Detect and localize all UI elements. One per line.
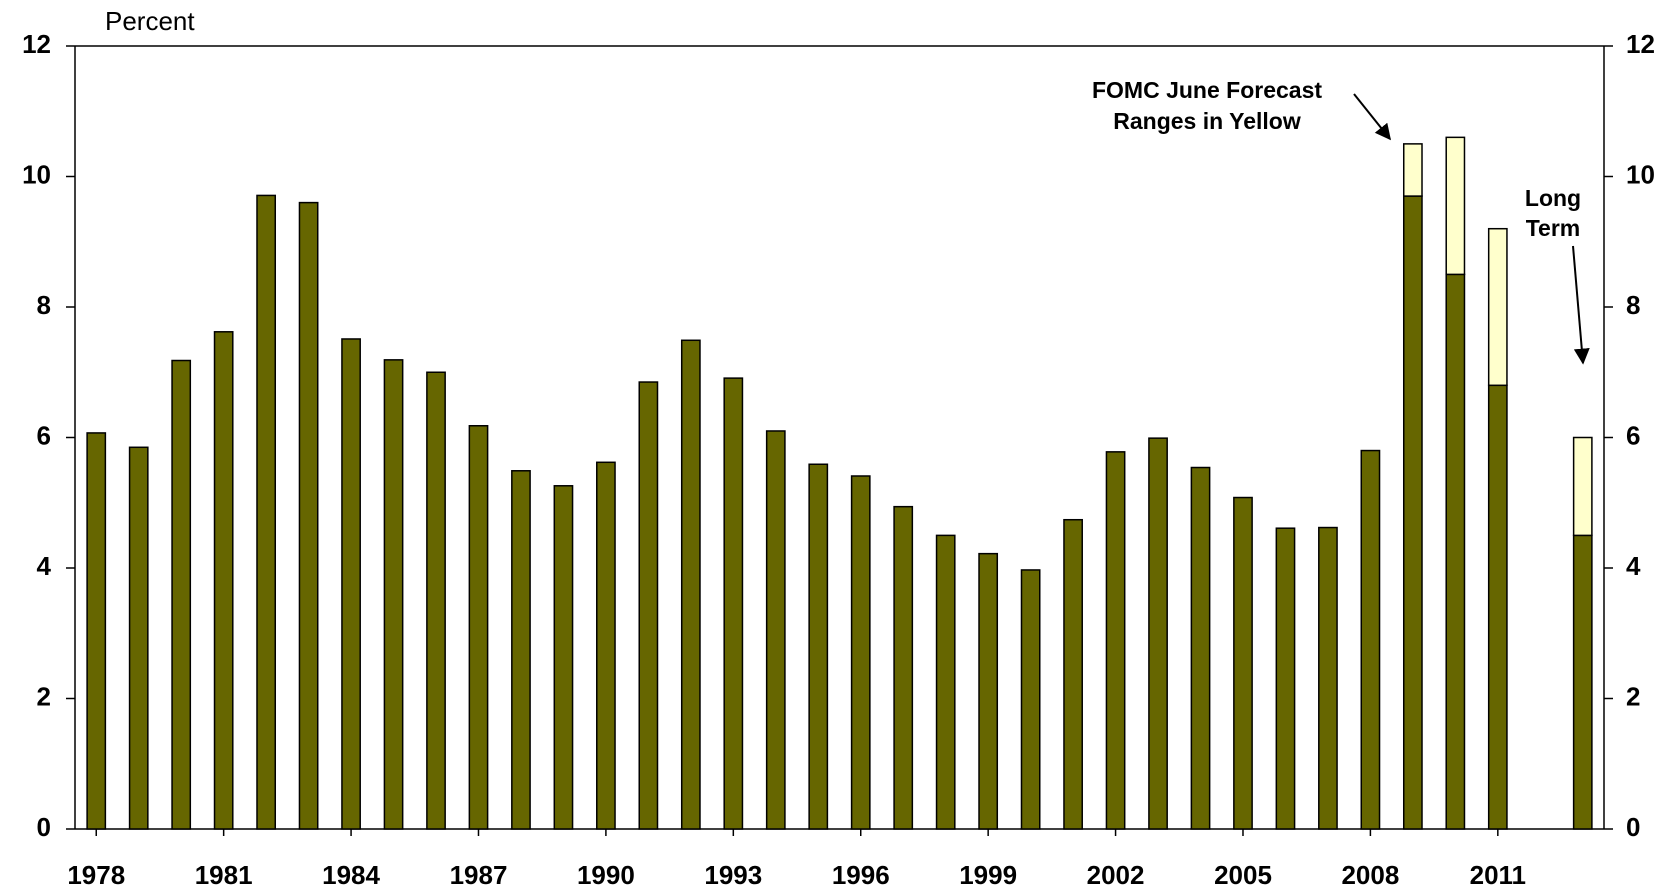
bar (256, 194, 277, 830)
bar (1020, 569, 1041, 830)
bar (1402, 143, 1423, 197)
y2-tick-label: 6 (1626, 420, 1640, 450)
y2-tick-label: 12 (1626, 29, 1655, 59)
arrow (1572, 245, 1590, 365)
bar (1233, 496, 1253, 830)
bar (1318, 526, 1338, 830)
y2-tick-label: 10 (1626, 159, 1655, 189)
bar (511, 470, 531, 830)
y-tick-label: 12 (22, 29, 51, 59)
bar (978, 552, 999, 830)
bar (1275, 527, 1296, 830)
bar (1402, 195, 1423, 830)
bar (765, 430, 786, 830)
bar (723, 377, 744, 830)
arrow (1353, 93, 1391, 141)
x-tick-label: 1981 (195, 860, 253, 890)
bar (213, 331, 234, 830)
bar (128, 446, 149, 830)
bar (298, 201, 319, 830)
bar (383, 359, 404, 830)
bar (638, 381, 659, 830)
x-tick-label: 1978 (67, 860, 125, 890)
bar (1063, 518, 1083, 830)
bar (680, 339, 701, 830)
x-tick-label: 2005 (1214, 860, 1272, 890)
bar (553, 485, 574, 830)
x-tick-label: 2002 (1087, 860, 1145, 890)
y-tick-label: 4 (37, 551, 52, 581)
x-tick-label: 2008 (1341, 860, 1399, 890)
y2-tick-label: 8 (1626, 290, 1640, 320)
bar (808, 463, 829, 830)
bar (86, 432, 107, 830)
x-tick-label: 1993 (704, 860, 762, 890)
annotation: Term (1526, 215, 1581, 241)
bar (850, 475, 871, 830)
bar (935, 534, 956, 830)
bar (1572, 534, 1593, 830)
bar (1105, 451, 1126, 830)
annotation: Ranges in Yellow (1113, 108, 1301, 134)
y2-tick-label: 4 (1626, 551, 1641, 581)
annotation: FOMC June Forecast (1092, 77, 1322, 103)
y-axis-label: Percent (105, 6, 195, 36)
x-tick-label: 1999 (959, 860, 1017, 890)
x-tick-label: 1990 (577, 860, 635, 890)
bar (893, 505, 914, 830)
y-tick-label: 0 (37, 812, 51, 842)
bar (1148, 437, 1168, 830)
bar (1360, 449, 1381, 830)
y-tick-label: 6 (37, 420, 51, 450)
y-tick-label: 10 (22, 159, 51, 189)
bar (426, 371, 446, 830)
bar (468, 425, 489, 830)
x-tick-label: 2011 (1470, 860, 1526, 890)
bar (1487, 384, 1508, 830)
y2-tick-label: 2 (1626, 681, 1640, 711)
bar (1487, 227, 1508, 387)
x-tick-label: 1987 (450, 860, 508, 890)
bar (1445, 273, 1466, 830)
bar (171, 359, 192, 830)
bar (1190, 466, 1211, 830)
y-tick-label: 8 (37, 290, 51, 320)
bar (1572, 436, 1593, 537)
y2-tick-label: 0 (1626, 812, 1640, 842)
x-tick-label: 1984 (322, 860, 380, 890)
bar (1445, 136, 1466, 276)
x-tick-label: 1996 (832, 860, 890, 890)
y-tick-label: 2 (37, 681, 51, 711)
bar (341, 338, 361, 830)
bar (596, 461, 616, 830)
annotation: Long (1525, 185, 1581, 211)
